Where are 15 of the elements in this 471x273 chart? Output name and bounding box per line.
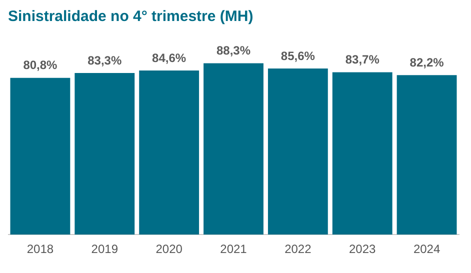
- x-tick-label: 2023: [349, 242, 376, 256]
- x-tick-label: 2022: [284, 242, 312, 256]
- data-label: 83,3%: [88, 53, 122, 68]
- data-label: 83,7%: [345, 52, 380, 67]
- x-tick-label: 2020: [156, 242, 183, 256]
- x-tick-label: 2018: [26, 242, 54, 256]
- x-tick-label: 2024: [413, 242, 440, 256]
- data-label: 84,6%: [152, 50, 186, 65]
- data-label: 80,8%: [23, 58, 58, 72]
- data-label: 85,6%: [280, 48, 316, 63]
- data-label: 88,3%: [216, 44, 251, 58]
- chart-title: Sinistralidade no 4° trimestre (MH): [8, 8, 254, 26]
- x-tick-label: 2021: [220, 242, 248, 256]
- data-label: 82,2%: [410, 55, 444, 70]
- x-tick-label: 2019: [91, 242, 118, 256]
